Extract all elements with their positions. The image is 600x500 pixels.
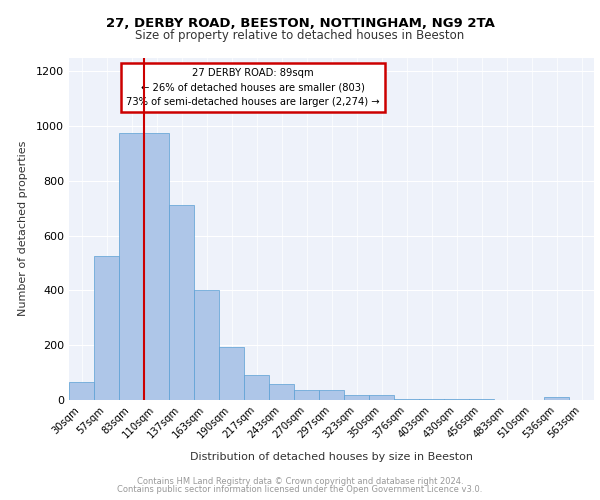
Text: Contains HM Land Registry data © Crown copyright and database right 2024.: Contains HM Land Registry data © Crown c… xyxy=(137,477,463,486)
X-axis label: Distribution of detached houses by size in Beeston: Distribution of detached houses by size … xyxy=(190,452,473,462)
Bar xyxy=(144,133,169,400)
Bar xyxy=(344,395,369,400)
Bar xyxy=(544,396,569,400)
Text: Contains public sector information licensed under the Open Government Licence v3: Contains public sector information licen… xyxy=(118,485,482,494)
Text: Size of property relative to detached houses in Beeston: Size of property relative to detached ho… xyxy=(136,29,464,42)
Bar xyxy=(319,390,344,400)
Bar xyxy=(394,398,419,400)
Text: 27, DERBY ROAD, BEESTON, NOTTINGHAM, NG9 2TA: 27, DERBY ROAD, BEESTON, NOTTINGHAM, NG9… xyxy=(106,17,494,30)
Bar xyxy=(94,256,119,400)
Bar xyxy=(294,390,319,400)
Bar xyxy=(369,395,394,400)
Bar xyxy=(269,384,294,400)
Bar xyxy=(169,206,194,400)
Bar xyxy=(419,398,444,400)
Bar xyxy=(119,133,144,400)
Bar xyxy=(244,376,269,400)
Bar xyxy=(69,382,94,400)
Bar xyxy=(219,346,244,400)
Y-axis label: Number of detached properties: Number of detached properties xyxy=(17,141,28,316)
Bar xyxy=(194,290,219,400)
Text: 27 DERBY ROAD: 89sqm
← 26% of detached houses are smaller (803)
73% of semi-deta: 27 DERBY ROAD: 89sqm ← 26% of detached h… xyxy=(126,68,380,108)
